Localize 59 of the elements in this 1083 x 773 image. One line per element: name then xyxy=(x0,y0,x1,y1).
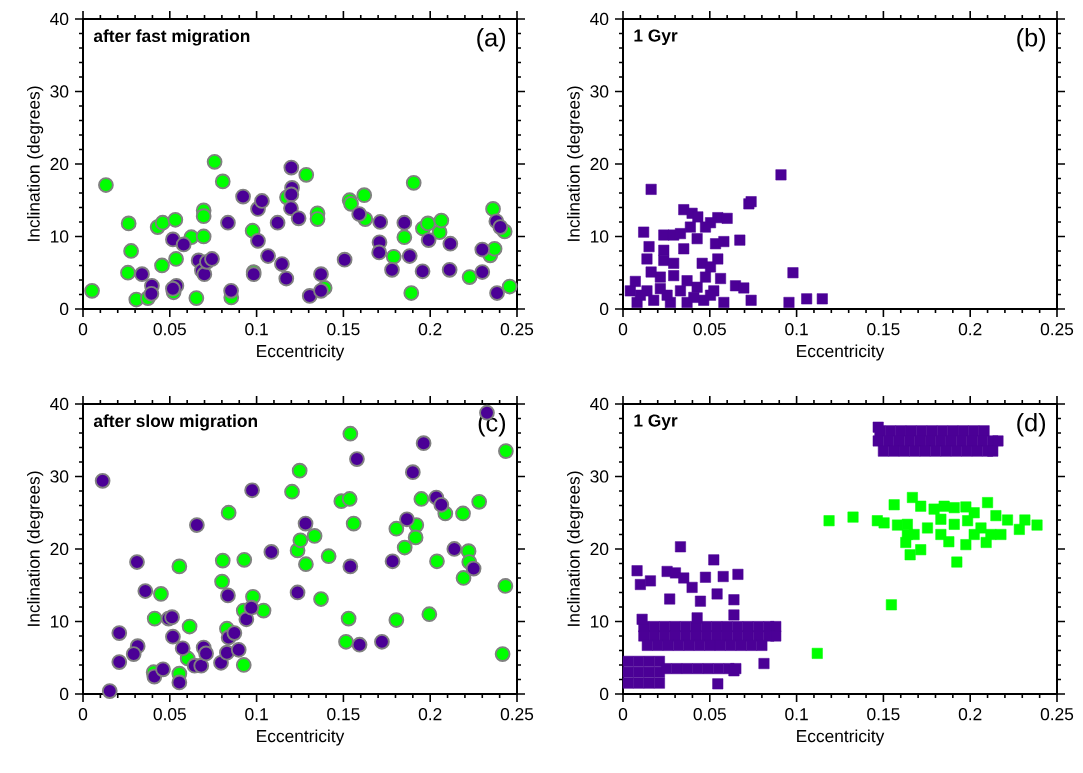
x-axis-title: Eccentricity xyxy=(257,729,345,746)
y-tick-label: 30 xyxy=(590,470,609,483)
y-tick-label: 20 xyxy=(50,542,69,556)
x-tick-label: 0 xyxy=(618,708,628,721)
x-tick-label: 0.25 xyxy=(1040,323,1074,336)
y-tick-label: 0 xyxy=(59,302,69,316)
x-tick-label: 0.15 xyxy=(327,708,360,721)
x-tick-label: 0.15 xyxy=(867,323,900,336)
x-tick-label: 0.05 xyxy=(153,708,186,721)
x-tick-label: 0.1 xyxy=(785,323,808,336)
x-tick-label: 0.05 xyxy=(693,708,726,721)
y-tick-label: 40 xyxy=(50,397,69,411)
y-axis-title: Inclination (degrees) xyxy=(567,471,584,626)
annotation: (b) xyxy=(1017,27,1046,52)
x-tick-label: 0 xyxy=(78,323,88,336)
y-tick-label: 0 xyxy=(599,302,609,316)
text: after slow migration xyxy=(93,414,257,431)
y-tick-label: 40 xyxy=(590,12,609,26)
y-axis-title: Inclination (degrees) xyxy=(27,86,44,241)
y-tick-label: 10 xyxy=(591,230,609,243)
y-tick-label: 40 xyxy=(50,12,69,26)
annotation: (a) xyxy=(477,27,506,52)
x-tick-label: 0.05 xyxy=(693,323,726,336)
y-tick-label: 20 xyxy=(590,542,609,556)
text: 1 Gyr xyxy=(634,29,678,46)
y-tick-label: 30 xyxy=(50,85,69,98)
x-tick-label: 0.2 xyxy=(418,323,442,336)
x-tick-label: 0.1 xyxy=(785,708,808,721)
y-tick-label: 30 xyxy=(590,85,609,98)
x-tick-label: 0.05 xyxy=(153,323,186,336)
x-tick-label: 0.2 xyxy=(418,708,442,721)
y-tick-label: 0 xyxy=(599,687,609,701)
y-tick-label: 20 xyxy=(50,157,69,171)
y-axis-title: Inclination (degrees) xyxy=(27,471,44,626)
x-axis-title: Eccentricity xyxy=(797,729,885,746)
y-tick-label: 20 xyxy=(590,157,609,171)
y-tick-label: 10 xyxy=(51,615,69,628)
x-tick-label: 0 xyxy=(618,323,628,336)
y-tick-label: 40 xyxy=(590,397,609,411)
annotation: (d) xyxy=(1017,412,1046,437)
x-tick-label: 0.25 xyxy=(1040,708,1074,721)
x-tick-label: 0.1 xyxy=(245,323,268,336)
x-tick-label: 0.15 xyxy=(327,323,360,336)
x-tick-label: 0 xyxy=(78,708,88,721)
x-tick-label: 0.2 xyxy=(958,708,982,721)
text: after fast migration xyxy=(93,29,250,46)
x-tick-label: 0.25 xyxy=(500,323,534,336)
y-tick-label: 0 xyxy=(59,687,69,701)
x-tick-label: 0.25 xyxy=(500,708,534,721)
text: 1 Gyr xyxy=(634,414,678,431)
y-tick-label: 10 xyxy=(51,230,69,243)
y-tick-label: 30 xyxy=(50,470,69,483)
y-tick-label: 10 xyxy=(591,615,609,628)
x-tick-label: 0.2 xyxy=(958,323,982,336)
y-axis-title: Inclination (degrees) xyxy=(567,86,584,241)
x-axis-title: Eccentricity xyxy=(797,344,885,361)
x-axis-title: Eccentricity xyxy=(257,344,345,361)
x-tick-label: 0.15 xyxy=(867,708,900,721)
x-tick-label: 0.1 xyxy=(245,708,268,721)
